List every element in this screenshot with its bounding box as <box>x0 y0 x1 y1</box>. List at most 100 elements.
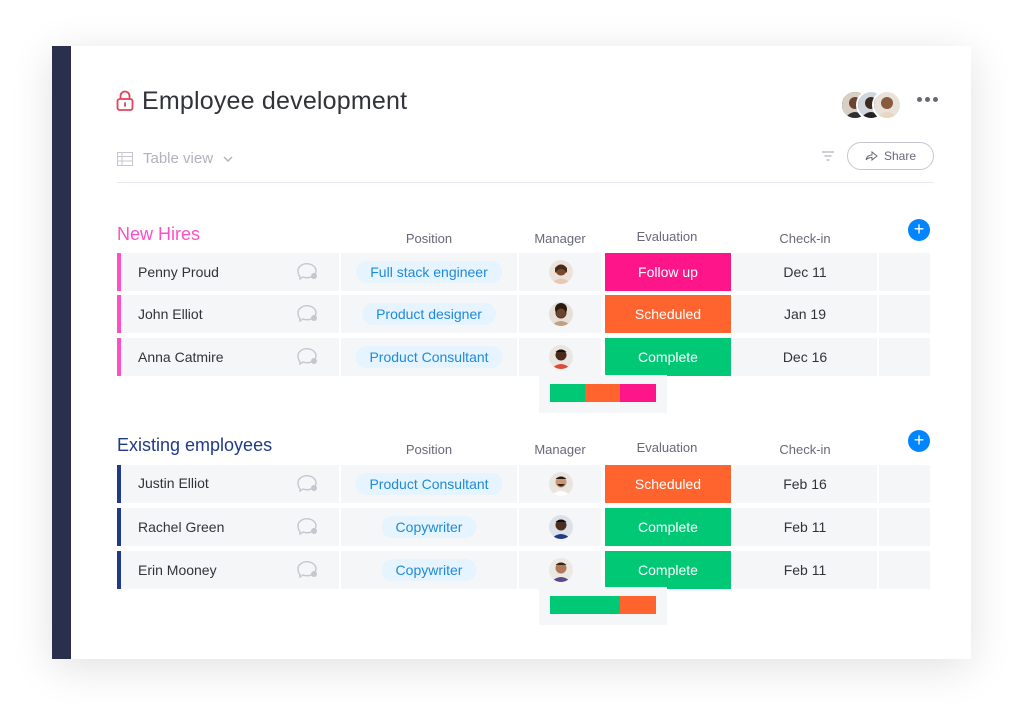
status-distribution-bar <box>550 384 656 402</box>
status-label[interactable]: Follow up <box>605 253 731 291</box>
add-column-button[interactable]: + <box>908 219 930 241</box>
empty-cell[interactable] <box>879 338 930 376</box>
checkin-cell[interactable]: Feb 11 <box>733 508 877 546</box>
position-cell[interactable]: Full stack engineer <box>341 253 517 291</box>
evaluation-cell[interactable]: Follow up <box>603 253 731 291</box>
empty-cell[interactable] <box>879 465 930 503</box>
item-name: Penny Proud <box>138 264 219 280</box>
group-header: Existing employees Position Manager Eval… <box>117 430 937 459</box>
status-label[interactable]: Complete <box>605 338 731 376</box>
column-header-manager[interactable]: Manager <box>534 231 586 246</box>
empty-cell[interactable] <box>879 551 930 589</box>
name-cell[interactable]: Erin Mooney <box>117 551 339 589</box>
group-color-stripe <box>117 295 121 333</box>
add-column-button[interactable]: + <box>908 430 930 452</box>
name-cell[interactable]: John Elliot <box>117 295 339 333</box>
manager-cell[interactable] <box>519 253 601 291</box>
item-name: Justin Elliot <box>138 475 209 491</box>
group-title[interactable]: Existing employees <box>117 435 273 455</box>
manager-cell[interactable] <box>519 465 601 503</box>
position-cell[interactable]: Product designer <box>341 295 517 333</box>
checkin-cell[interactable]: Dec 11 <box>733 253 877 291</box>
board-members[interactable] <box>840 90 902 120</box>
group-color-stripe <box>117 338 121 376</box>
table-row[interactable]: John Elliot Product designer Scheduled J… <box>117 295 937 333</box>
group-title[interactable]: New Hires <box>117 224 201 244</box>
empty-cell[interactable] <box>879 295 930 333</box>
name-cell[interactable]: Rachel Green <box>117 508 339 546</box>
position-tag: Copywriter <box>381 559 477 581</box>
manager-avatar <box>549 302 573 326</box>
chat-icon[interactable] <box>297 474 319 493</box>
status-label[interactable]: Scheduled <box>605 295 731 333</box>
manager-avatar <box>549 345 573 369</box>
column-header-manager[interactable]: Manager <box>534 442 586 457</box>
manager-cell[interactable] <box>519 508 601 546</box>
name-cell[interactable]: Anna Catmire <box>117 338 339 376</box>
manager-avatar <box>549 558 573 582</box>
checkin-cell[interactable]: Feb 11 <box>733 551 877 589</box>
group-color-stripe <box>117 253 121 291</box>
table-row[interactable]: Rachel Green Copywriter Complete Feb 11 <box>117 508 937 546</box>
item-name: Rachel Green <box>138 519 225 535</box>
view-label: Table view <box>143 150 214 167</box>
position-cell[interactable]: Product Consultant <box>341 338 517 376</box>
avatar[interactable] <box>872 90 902 120</box>
name-cell[interactable]: Justin Elliot <box>117 465 339 503</box>
checkin-cell[interactable]: Feb 16 <box>733 465 877 503</box>
checkin-cell[interactable]: Dec 16 <box>733 338 877 376</box>
manager-cell[interactable] <box>519 551 601 589</box>
checkin-date: Dec 16 <box>782 349 828 365</box>
summary-segment-complete <box>550 596 620 614</box>
position-cell[interactable]: Copywriter <box>341 551 517 589</box>
position-cell[interactable]: Copywriter <box>341 508 517 546</box>
manager-avatar <box>549 260 573 284</box>
board-card: Employee development Table view <box>52 46 971 659</box>
column-header-evaluation[interactable]: Evaluation <box>636 229 698 244</box>
position-cell[interactable]: Product Consultant <box>341 465 517 503</box>
status-label[interactable]: Scheduled <box>605 465 731 503</box>
column-header-position[interactable]: Position <box>405 442 453 457</box>
board-header: Employee development <box>116 86 407 116</box>
evaluation-cell[interactable]: Complete <box>603 551 731 589</box>
manager-cell[interactable] <box>519 295 601 333</box>
checkin-date: Dec 11 <box>783 264 827 280</box>
table-row[interactable]: Anna Catmire Product Consultant Complete… <box>117 338 937 376</box>
evaluation-cell[interactable]: Complete <box>603 508 731 546</box>
chat-icon[interactable] <box>297 304 319 323</box>
checkin-cell[interactable]: Jan 19 <box>733 295 877 333</box>
position-tag: Product Consultant <box>355 346 503 368</box>
evaluation-cell[interactable]: Complete <box>603 338 731 376</box>
empty-cell[interactable] <box>879 253 930 291</box>
group-color-stripe <box>117 508 121 546</box>
position-tag: Product designer <box>362 303 496 325</box>
evaluation-cell[interactable]: Scheduled <box>603 295 731 333</box>
status-label[interactable]: Complete <box>605 551 731 589</box>
name-cell[interactable]: Penny Proud <box>117 253 339 291</box>
column-header-checkin[interactable]: Check-in <box>779 442 831 457</box>
view-selector[interactable]: Table view <box>117 150 233 167</box>
share-button[interactable]: Share <box>847 142 934 170</box>
manager-cell[interactable] <box>519 338 601 376</box>
empty-cell[interactable] <box>879 508 930 546</box>
chat-icon[interactable] <box>297 560 319 579</box>
share-icon <box>865 151 878 161</box>
evaluation-cell[interactable]: Scheduled <box>603 465 731 503</box>
checkin-date: Feb 11 <box>783 519 827 535</box>
manager-avatar <box>549 515 573 539</box>
column-header-checkin[interactable]: Check-in <box>779 231 831 246</box>
chat-icon[interactable] <box>297 347 319 366</box>
header-divider <box>117 182 934 183</box>
chat-icon[interactable] <box>297 262 319 281</box>
more-options-icon[interactable] <box>917 97 938 102</box>
table-row[interactable]: Penny Proud Full stack engineer Follow u… <box>117 253 937 291</box>
filter-icon[interactable] <box>822 151 834 161</box>
status-label[interactable]: Complete <box>605 508 731 546</box>
table-row[interactable]: Erin Mooney Copywriter Complete Feb 11 <box>117 551 937 589</box>
column-header-evaluation[interactable]: Evaluation <box>636 440 698 455</box>
table-row[interactable]: Justin Elliot Product Consultant Schedul… <box>117 465 937 503</box>
position-tag: Product Consultant <box>355 473 503 495</box>
chat-icon[interactable] <box>297 517 319 536</box>
column-header-position[interactable]: Position <box>405 231 453 246</box>
checkin-date: Feb 16 <box>783 476 827 492</box>
